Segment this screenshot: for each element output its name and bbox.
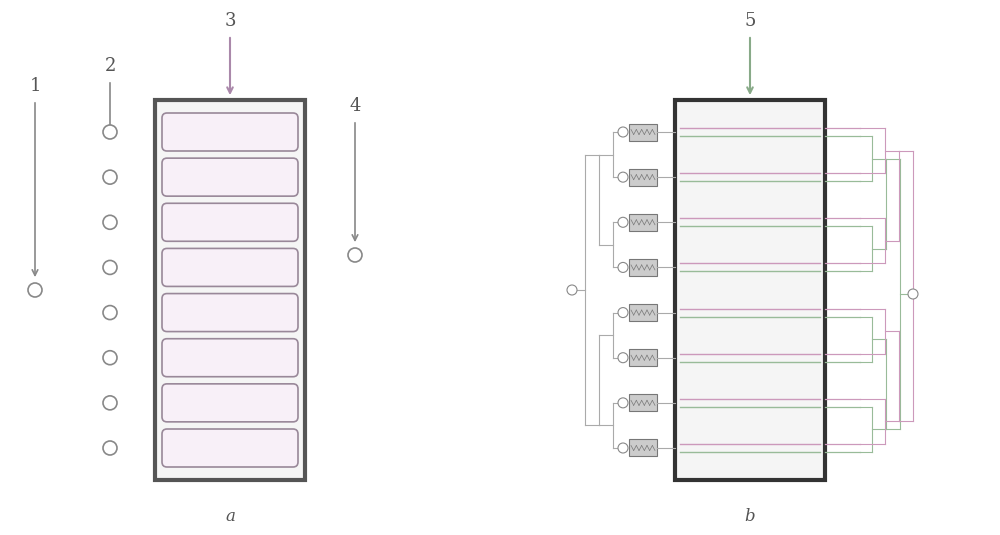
Circle shape bbox=[618, 308, 628, 318]
FancyBboxPatch shape bbox=[629, 169, 657, 186]
Circle shape bbox=[618, 217, 628, 227]
Circle shape bbox=[28, 283, 42, 297]
Circle shape bbox=[618, 353, 628, 363]
Text: 3: 3 bbox=[224, 12, 236, 30]
FancyBboxPatch shape bbox=[162, 113, 298, 151]
Text: b: b bbox=[745, 508, 755, 525]
Circle shape bbox=[103, 215, 117, 230]
Circle shape bbox=[618, 127, 628, 137]
FancyBboxPatch shape bbox=[629, 124, 657, 141]
Circle shape bbox=[618, 263, 628, 272]
Circle shape bbox=[103, 261, 117, 274]
FancyBboxPatch shape bbox=[162, 339, 298, 377]
FancyBboxPatch shape bbox=[162, 294, 298, 332]
Text: 1: 1 bbox=[29, 77, 41, 95]
FancyBboxPatch shape bbox=[162, 384, 298, 422]
Circle shape bbox=[348, 248, 362, 262]
Text: 4: 4 bbox=[349, 97, 361, 115]
FancyBboxPatch shape bbox=[675, 100, 825, 480]
Circle shape bbox=[103, 125, 117, 139]
FancyBboxPatch shape bbox=[629, 304, 657, 321]
Circle shape bbox=[103, 396, 117, 410]
Text: 5: 5 bbox=[744, 12, 756, 30]
Circle shape bbox=[103, 305, 117, 319]
FancyBboxPatch shape bbox=[629, 259, 657, 276]
FancyBboxPatch shape bbox=[629, 214, 657, 231]
Circle shape bbox=[908, 289, 918, 299]
Text: 2: 2 bbox=[104, 57, 116, 75]
FancyBboxPatch shape bbox=[629, 439, 657, 456]
FancyBboxPatch shape bbox=[629, 349, 657, 366]
FancyBboxPatch shape bbox=[162, 248, 298, 286]
Circle shape bbox=[618, 172, 628, 182]
FancyBboxPatch shape bbox=[162, 203, 298, 241]
Circle shape bbox=[103, 441, 117, 455]
Circle shape bbox=[103, 351, 117, 365]
Circle shape bbox=[103, 170, 117, 184]
FancyBboxPatch shape bbox=[629, 394, 657, 411]
Circle shape bbox=[618, 443, 628, 453]
FancyBboxPatch shape bbox=[162, 429, 298, 467]
Circle shape bbox=[567, 285, 577, 295]
Text: a: a bbox=[225, 508, 235, 525]
FancyBboxPatch shape bbox=[155, 100, 305, 480]
FancyBboxPatch shape bbox=[162, 158, 298, 196]
Circle shape bbox=[618, 398, 628, 408]
